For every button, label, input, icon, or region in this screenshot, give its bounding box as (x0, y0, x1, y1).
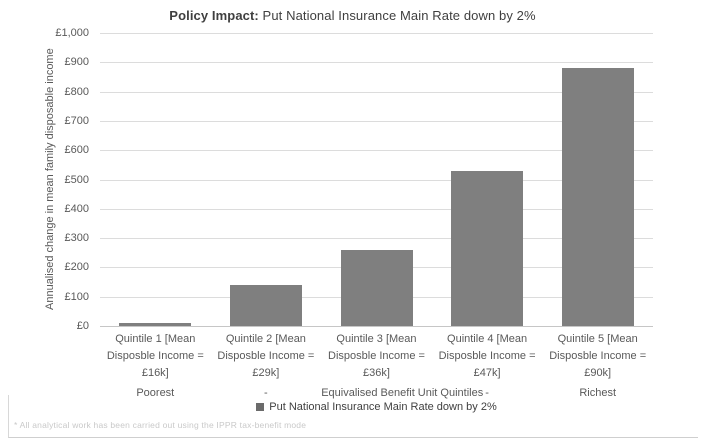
x-category-label: Quintile 5 [Mean Disposble Income = £90k] (542, 331, 653, 382)
x-group-label: Poorest (136, 387, 175, 399)
x-group-label: - (485, 387, 489, 399)
x-category-label-line: £16k] (141, 367, 169, 379)
y-tick-label: £500 (64, 173, 89, 186)
bar (341, 250, 413, 326)
x-group-label: Richest (579, 387, 617, 399)
x-category-label-line: £90k] (584, 367, 612, 379)
gridline (100, 91, 653, 93)
y-tick-label: £800 (64, 85, 89, 98)
chart-title-bold: Policy Impact: (169, 8, 259, 23)
plot-area (100, 33, 653, 327)
x-category-label-line: Quintile 5 [Mean (557, 333, 638, 345)
y-tick-label: £700 (64, 114, 89, 127)
gridline (100, 179, 653, 181)
x-category-label-line: Quintile 4 [Mean (447, 333, 528, 345)
x-category-label-line: Disposble Income = (549, 350, 647, 362)
x-category-label-line: Quintile 1 [Mean (115, 333, 196, 345)
chart-title-rest: Put National Insurance Main Rate down by… (258, 8, 536, 23)
y-tick-label: £200 (64, 261, 89, 274)
gridline (100, 62, 653, 64)
x-group-label: - (264, 387, 268, 399)
gridline (100, 33, 653, 34)
x-category-label-line: Disposble Income = (438, 350, 536, 362)
gridline (100, 238, 653, 240)
x-group-label: Equivalised Benefit Unit Quintiles (321, 387, 484, 399)
x-category-label-line: Disposble Income = (106, 350, 204, 362)
y-tick-label: £1,000 (55, 27, 89, 39)
bar (562, 68, 634, 326)
bar (119, 323, 191, 326)
x-category-label: Quintile 1 [Mean Disposble Income = £16k] (100, 331, 211, 382)
x-axis-group-labels: Poorest - Equivalised Benefit Unit Quintil… (100, 387, 653, 399)
footnote: * All analytical work has been carried o… (14, 420, 307, 430)
legend-marker-icon (256, 403, 265, 411)
x-category-label-line: Disposble Income = (328, 350, 425, 362)
x-category-label: Quintile 2 [Mean Disposble Income = £29k] (211, 331, 322, 382)
y-tick-label: £600 (64, 144, 89, 157)
x-category-label: Quintile 3 [Mean Disposble Income = £36k] (321, 331, 432, 382)
x-category-label-line: £47k] (473, 367, 501, 379)
y-tick-label: £400 (64, 202, 89, 215)
legend-label: Put National Insurance Main Rate down by… (269, 401, 497, 413)
y-axis-ticks: £1,000 £900 £800 £700 £600 £500 £400 £300 £200 £1… (0, 27, 94, 332)
x-category-label-line: £29k] (252, 367, 280, 379)
chart-title: Policy Impact: Put National Insurance Ma… (0, 8, 705, 23)
bar (451, 171, 523, 326)
y-tick-label: £300 (64, 232, 89, 245)
y-tick-label: £100 (64, 290, 89, 303)
bar (230, 285, 302, 326)
x-axis-category-labels: Quintile 1 [Mean Disposble Income = £16k] Q… (100, 331, 653, 382)
y-tick-label: £900 (64, 56, 89, 69)
gridline (100, 120, 653, 122)
x-category-label: Quintile 4 [Mean Disposble Income = £47k] (432, 331, 543, 382)
x-category-label-line: Quintile 2 [Mean (225, 333, 306, 345)
x-category-label-line: Disposble Income = (217, 350, 315, 362)
y-tick-label: £0 (76, 320, 89, 332)
gridline (100, 150, 653, 152)
x-category-label-line: £36k] (363, 367, 390, 379)
legend: Put National Insurance Main Rate down by… (100, 401, 653, 413)
gridline (100, 208, 653, 210)
x-category-label-line: Quintile 3 [Mean (336, 333, 417, 345)
